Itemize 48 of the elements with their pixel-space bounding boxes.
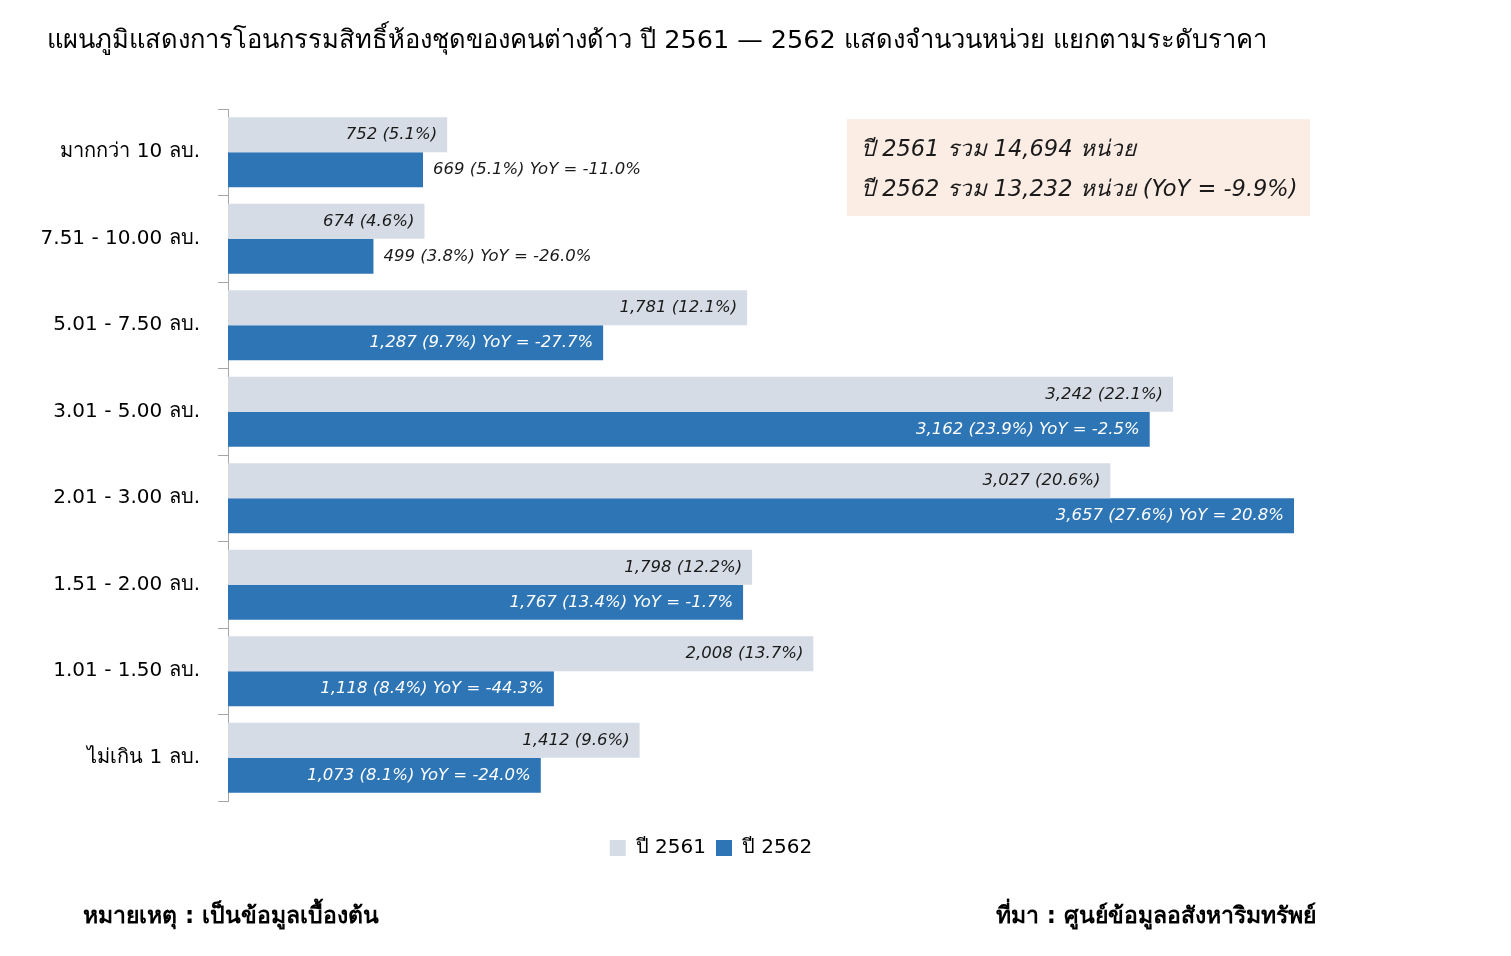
y-tick-label: 3.01 - 5.00 ลบ. [53, 397, 200, 422]
text: ที่มา : ศูนย์ข้อมูลอสังหาริมทรัพย์ [995, 897, 1316, 932]
bar [228, 636, 814, 672]
bar [228, 584, 744, 620]
legend-label: ปี 2561 [635, 834, 707, 859]
bar [228, 549, 753, 585]
data-label: 3,657 (27.6%) YoY = 20.8% [1055, 505, 1285, 525]
data-label: 499 (3.8%) YoY = -26.0% [383, 245, 592, 265]
y-tick-label: 1.01 - 1.50 ลบ. [53, 657, 200, 682]
bar [228, 203, 425, 239]
data-label: 3,162 (23.9%) YoY = -2.5% [916, 418, 1140, 438]
annotation: ปี 2562 รวม 13,232 หน่วย (YoY = -9.9%) [861, 174, 1298, 203]
bar [228, 376, 1174, 412]
y-tick-label: 2.01 - 3.00 ลบ. [53, 484, 200, 509]
data-label: 2,008 (13.7%) [685, 643, 804, 663]
data-label: 752 (5.1%) [345, 124, 438, 144]
note-box: ปี 2561 รวม 14,694 หน่วย ปี 2562 รวม 13,232 หน่วย (YoY = -9.9%) [847, 119, 1310, 216]
data-label: 1,767 (13.4%) YoY = -1.7% [509, 591, 734, 611]
text: หมายเหตุ : เป็นข้อมูลเบื้องต้น [83, 897, 380, 932]
chart-title: แผนภูมิแสดงการโอนกรรมสิทธิ์ห้องชุดของคนต่างด้าว ปี 2561 — 2562 แสดงจำนวนหน่วย แยกตามระดับราคา [47, 20, 1267, 57]
y-tick-label: ไม่เกิน 1 ลบ. [85, 743, 200, 768]
data-label: 669 (5.1%) YoY = -11.0% [433, 159, 641, 179]
data-label: 1,798 (12.2%) [624, 556, 743, 576]
data-label: 3,242 (22.1%) [1045, 383, 1164, 403]
bar [228, 325, 604, 361]
bar [228, 290, 748, 326]
data-label: 674 (4.6%) [322, 210, 415, 230]
bar [228, 498, 1295, 534]
bar [228, 152, 424, 188]
data-label: 1,073 (8.1%) YoY = -24.0% [307, 764, 531, 784]
y-tick-label: มากกว่า 10 ลบ. [60, 138, 200, 163]
bar [228, 722, 640, 758]
data-label: 1,781 (12.1%) [619, 297, 738, 317]
y-tick-label: 5.01 - 7.50 ลบ. [53, 311, 200, 336]
bar [228, 463, 1111, 499]
data-label: 1,118 (8.4%) YoY = -44.3% [320, 678, 544, 698]
data-label: 3,027 (20.6%) [982, 470, 1101, 490]
legend-label: ปี 2562 [742, 834, 813, 859]
bar [228, 757, 541, 793]
annotation: ปี 2561 รวม 14,694 หน่วย [861, 134, 1139, 163]
bar [228, 671, 554, 707]
y-tick-label: 7.51 - 10.00 ลบ. [40, 224, 200, 249]
bar [228, 411, 1150, 447]
y-tick-label: 1.51 - 2.00 ลบ. [53, 570, 200, 595]
bar [228, 117, 448, 153]
data-label: 1,412 (9.6%) [522, 729, 630, 749]
bar [228, 238, 374, 274]
data-label: 1,287 (9.7%) YoY = -27.7% [369, 332, 594, 352]
